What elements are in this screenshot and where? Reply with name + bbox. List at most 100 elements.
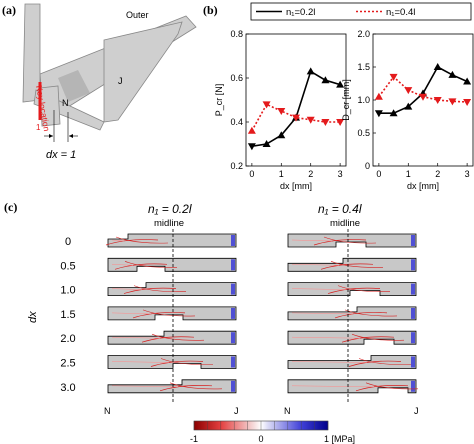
- row-label: 1.5: [60, 309, 75, 321]
- end-label-j-right: J: [414, 406, 419, 416]
- y-tick-label: 0.4: [230, 117, 243, 127]
- dx-axis-label: dx: [27, 311, 39, 323]
- beam: [287, 306, 417, 321]
- x-tick-label: 0: [376, 169, 381, 179]
- colorbar-tick-min: -1: [190, 434, 198, 444]
- data-point-series1: [306, 67, 315, 75]
- data-point-series1: [448, 70, 457, 78]
- chart-dcr: 0 1 2 3 0 0.5 1.0 1.5 2.0 dx [mm] D_cr [mm]: [341, 29, 474, 191]
- beam: [107, 282, 237, 297]
- data-point-series1: [463, 77, 472, 85]
- row-label: 2.5: [60, 358, 75, 370]
- beam: [287, 355, 417, 369]
- data-point-series1: [277, 131, 286, 139]
- data-point-series2: [262, 101, 271, 109]
- data-point-series1: [389, 109, 398, 117]
- y-tick-label: 0.6: [230, 73, 243, 83]
- data-point-series2: [247, 126, 256, 134]
- midline-label-left: midline: [154, 218, 184, 229]
- colorbar-tick-zero: 0: [258, 434, 263, 444]
- data-point-series2: [389, 73, 398, 81]
- data-point-series2: [419, 93, 427, 101]
- beam: [287, 379, 419, 394]
- end-label-n-right: N: [284, 406, 291, 416]
- panel-label-c: (c): [4, 200, 17, 214]
- data-point-series2: [433, 97, 442, 104]
- data-point-series1: [374, 110, 383, 118]
- x-axis-label: dx [mm]: [407, 181, 439, 191]
- structure-diagram: [22, 3, 197, 142]
- y-axis-label: D_cr [mm]: [341, 79, 351, 121]
- x-tick-label: 0: [249, 169, 254, 179]
- beam: [107, 355, 237, 369]
- beam: [287, 330, 417, 345]
- beam: [105, 233, 237, 248]
- beam: [287, 282, 417, 297]
- beam: [107, 379, 237, 394]
- colorbar-tick-max: 1 [MPa]: [324, 434, 355, 444]
- x-tick-label: 2: [308, 169, 313, 179]
- legend-label-series2: n₁=0.4l: [386, 7, 415, 18]
- y-axis-label: P_cr [N]: [214, 84, 224, 117]
- x-tick-label: 3: [338, 169, 343, 179]
- data-point-series2: [448, 98, 457, 106]
- data-point-series1: [262, 140, 271, 147]
- data-point-series2: [292, 114, 300, 122]
- data-point-series2: [277, 108, 286, 115]
- y-tick-label: 0.5: [357, 128, 370, 138]
- data-point-series2: [321, 119, 330, 126]
- panel-label-a: (a): [2, 3, 16, 17]
- n-label: N: [62, 98, 69, 108]
- x-tick-label: 1: [406, 169, 411, 179]
- row-labels: 0 0.5 1.0 1.5 2.0 2.5 3.0: [60, 236, 75, 394]
- data-point-series1: [336, 80, 345, 88]
- y-tick-label: 1.5: [357, 62, 370, 72]
- y-tick-label: 0.8: [230, 29, 243, 39]
- midline-label-right: midline: [330, 218, 360, 229]
- beam: [287, 257, 417, 272]
- panel-c-title-right: n₁ = 0.4l: [318, 202, 362, 216]
- end-label-n-left: N: [104, 406, 111, 416]
- row-label: 3.0: [60, 382, 75, 394]
- data-point-series2: [463, 98, 472, 106]
- chart-pcr: 0 1 2 3 0.2 0.4 0.6 0.8 dx [mm] P_cr [N]: [214, 29, 347, 191]
- data-point-series2: [374, 92, 383, 100]
- plot-frame: [245, 33, 347, 167]
- end-label-j-left: J: [234, 406, 239, 416]
- outer-label: Outer: [126, 10, 149, 20]
- data-point-series2: [404, 87, 413, 95]
- beam: [287, 233, 417, 248]
- y-tick-label: 0: [365, 161, 370, 171]
- data-point-series1: [247, 143, 256, 151]
- y-tick-label: 1.0: [357, 95, 370, 105]
- x-tick-label: 3: [465, 169, 470, 179]
- data-point-series1: [321, 76, 330, 84]
- data-point-series1: [404, 102, 413, 110]
- beam: [107, 330, 237, 345]
- dx-label: dx = 1: [46, 149, 76, 161]
- beam: [107, 257, 237, 272]
- panel-label-b: (b): [203, 3, 218, 17]
- beam: [107, 306, 237, 321]
- data-point-series1: [433, 63, 442, 70]
- row-label: 2.0: [60, 333, 75, 345]
- colorbar-tick-marks: [193, 421, 329, 430]
- x-tick-label: 1: [279, 169, 284, 179]
- beam-column-left: [105, 233, 237, 394]
- y-tick-label: 2.0: [357, 29, 370, 39]
- key-one-label: 1: [36, 123, 41, 132]
- row-label: 0.5: [60, 260, 75, 272]
- x-tick-label: 2: [435, 169, 440, 179]
- beam-column-right: [287, 233, 419, 394]
- j-label: J: [118, 76, 123, 86]
- data-point-series2: [336, 119, 345, 126]
- row-label: 1.0: [60, 285, 75, 297]
- y-tick-label: 0.2: [230, 161, 243, 171]
- panel-c-title-left: n₁ = 0.2l: [148, 202, 192, 216]
- x-axis-label: dx [mm]: [280, 181, 312, 191]
- legend: n₁=0.2l n₁=0.4l: [250, 2, 472, 21]
- row-label: 0: [65, 236, 71, 248]
- data-point-series2: [306, 116, 315, 124]
- legend-label-series1: n₁=0.2l: [286, 7, 315, 18]
